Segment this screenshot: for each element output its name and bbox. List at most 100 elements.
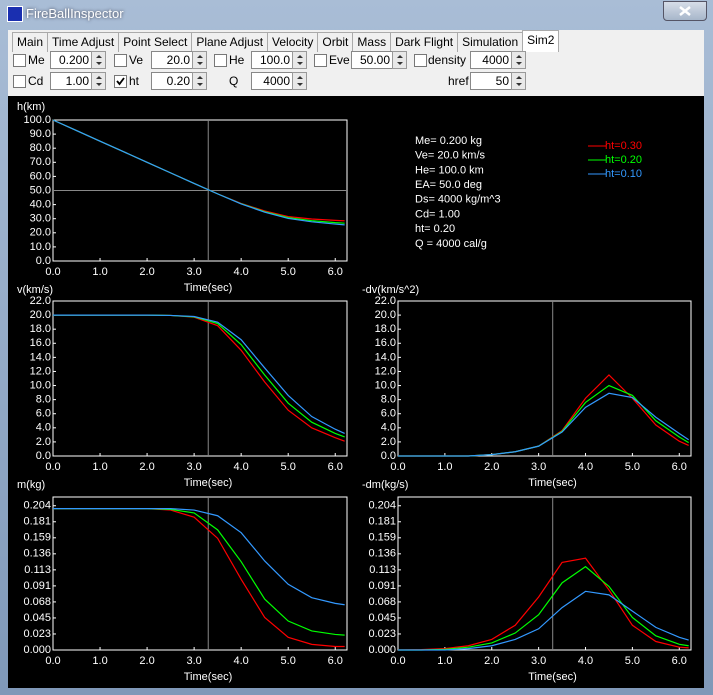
y-tick-label: 0.159 (23, 532, 51, 544)
y-tick-label: 12.0 (30, 365, 51, 377)
tab[interactable]: Dark Flight (390, 32, 459, 52)
tab[interactable]: Main (12, 32, 49, 52)
info-text: Cd= 1.00 (415, 208, 460, 220)
tab[interactable]: Time Adjust (47, 32, 120, 52)
checkbox[interactable] (314, 54, 327, 67)
spinner[interactable] (192, 51, 207, 69)
x-tick-label: 3.0 (186, 266, 201, 278)
checkbox[interactable] (13, 54, 26, 67)
x-tick-label: 3.0 (186, 655, 201, 667)
y-tick-label: 14.0 (375, 351, 396, 363)
x-tick-label: 5.0 (281, 655, 296, 667)
checkbox[interactable] (114, 75, 127, 88)
checkbox[interactable] (414, 54, 427, 67)
spinner[interactable] (392, 51, 407, 69)
x-tick-label: 0.0 (390, 461, 405, 473)
app-icon (7, 6, 23, 22)
x-tick-label: 0.0 (45, 266, 60, 278)
checkbox[interactable] (114, 54, 127, 67)
number-input[interactable]: 20.0 (151, 51, 193, 69)
number-input[interactable]: 0.20 (151, 72, 193, 90)
spinner[interactable] (292, 51, 307, 69)
series-line (398, 565, 689, 651)
x-tick-label: 6.0 (328, 655, 343, 667)
control-label: href (448, 74, 469, 88)
y-axis-title: v(km/s) (17, 284, 53, 296)
x-tick-label: 3.0 (531, 461, 546, 473)
y-tick-label: 80.0 (30, 142, 51, 154)
x-tick-label: 5.0 (625, 461, 640, 473)
window-title: FireBallInspector (26, 6, 124, 21)
tab[interactable]: Plane Adjust (191, 32, 269, 52)
y-tick-label: 22.0 (30, 295, 51, 307)
x-tick-label: 1.0 (92, 266, 107, 278)
close-button[interactable] (663, 1, 707, 21)
tab[interactable]: Simulation (457, 32, 524, 52)
control-label: Ve (129, 53, 144, 67)
close-glyph (679, 6, 691, 16)
x-tick-label: 3.0 (531, 655, 546, 667)
tab[interactable]: Point Select (118, 32, 193, 52)
series-line (398, 392, 689, 457)
control-label: Eve (329, 53, 350, 67)
x-tick-label: 6.0 (328, 266, 343, 278)
y-tick-label: 30.0 (30, 213, 51, 225)
plot-area (397, 300, 692, 457)
y-tick-label: 0.023 (23, 628, 51, 640)
y-tick-label: 16.0 (375, 337, 396, 349)
spinner[interactable] (91, 51, 106, 69)
tab[interactable]: Sim2 (522, 30, 560, 52)
y-tick-label: 2.0 (36, 436, 51, 448)
number-input[interactable]: 0.200 (50, 51, 92, 69)
checkbox[interactable] (13, 75, 26, 88)
check-mark (116, 77, 125, 86)
info-text: Q = 4000 cal/g (415, 238, 487, 250)
control-label: He (229, 53, 245, 67)
number-input[interactable]: 100.0 (251, 51, 293, 69)
spinner[interactable] (511, 51, 526, 69)
x-axis-title: Time(sec) (528, 477, 576, 489)
y-tick-label: 0.0 (381, 450, 396, 462)
number-input[interactable]: 1.00 (50, 72, 92, 90)
y-tick-label: 10.0 (375, 379, 396, 391)
y-tick-label: 0.136 (23, 548, 51, 560)
x-tick-label: 4.0 (234, 266, 249, 278)
x-tick-label: 2.0 (484, 655, 499, 667)
spinner[interactable] (511, 72, 526, 90)
x-tick-label: 1.0 (437, 461, 452, 473)
plot-area (52, 300, 348, 457)
x-tick-label: 3.0 (186, 461, 201, 473)
y-tick-label: 0.159 (368, 532, 396, 544)
y-tick-label: 0.068 (23, 596, 51, 608)
y-tick-label: 0.136 (368, 548, 396, 560)
number-input[interactable]: 50.00 (351, 51, 393, 69)
x-axis-title: Time(sec) (184, 282, 232, 294)
y-tick-label: 6.0 (36, 408, 51, 420)
y-tick-label: 22.0 (375, 295, 396, 307)
spinner[interactable] (192, 72, 207, 90)
y-tick-label: 18.0 (30, 323, 51, 335)
x-tick-label: 0.0 (390, 655, 405, 667)
x-tick-label: 5.0 (281, 266, 296, 278)
y-tick-label: 8.0 (381, 394, 396, 406)
legend-label: ht=0.20 (605, 154, 642, 166)
number-input[interactable]: 4000 (470, 51, 512, 69)
x-tick-label: 2.0 (139, 266, 154, 278)
series-line (53, 314, 345, 434)
x-tick-label: 6.0 (328, 461, 343, 473)
y-tick-label: 10.0 (30, 241, 51, 253)
spinner[interactable] (292, 72, 307, 90)
y-axis-title: m(kg) (17, 479, 45, 491)
spinner[interactable] (91, 72, 106, 90)
number-input[interactable]: 4000 (251, 72, 293, 90)
y-tick-label: 20.0 (30, 309, 51, 321)
x-axis-title: Time(sec) (184, 477, 232, 489)
y-tick-label: 4.0 (381, 422, 396, 434)
x-tick-label: 5.0 (625, 655, 640, 667)
y-tick-label: 18.0 (375, 323, 396, 335)
checkbox[interactable] (214, 54, 227, 67)
number-input[interactable]: 50 (470, 72, 512, 90)
y-tick-label: 0.000 (23, 644, 51, 656)
x-tick-label: 4.0 (234, 461, 249, 473)
y-tick-label: 40.0 (30, 199, 51, 211)
